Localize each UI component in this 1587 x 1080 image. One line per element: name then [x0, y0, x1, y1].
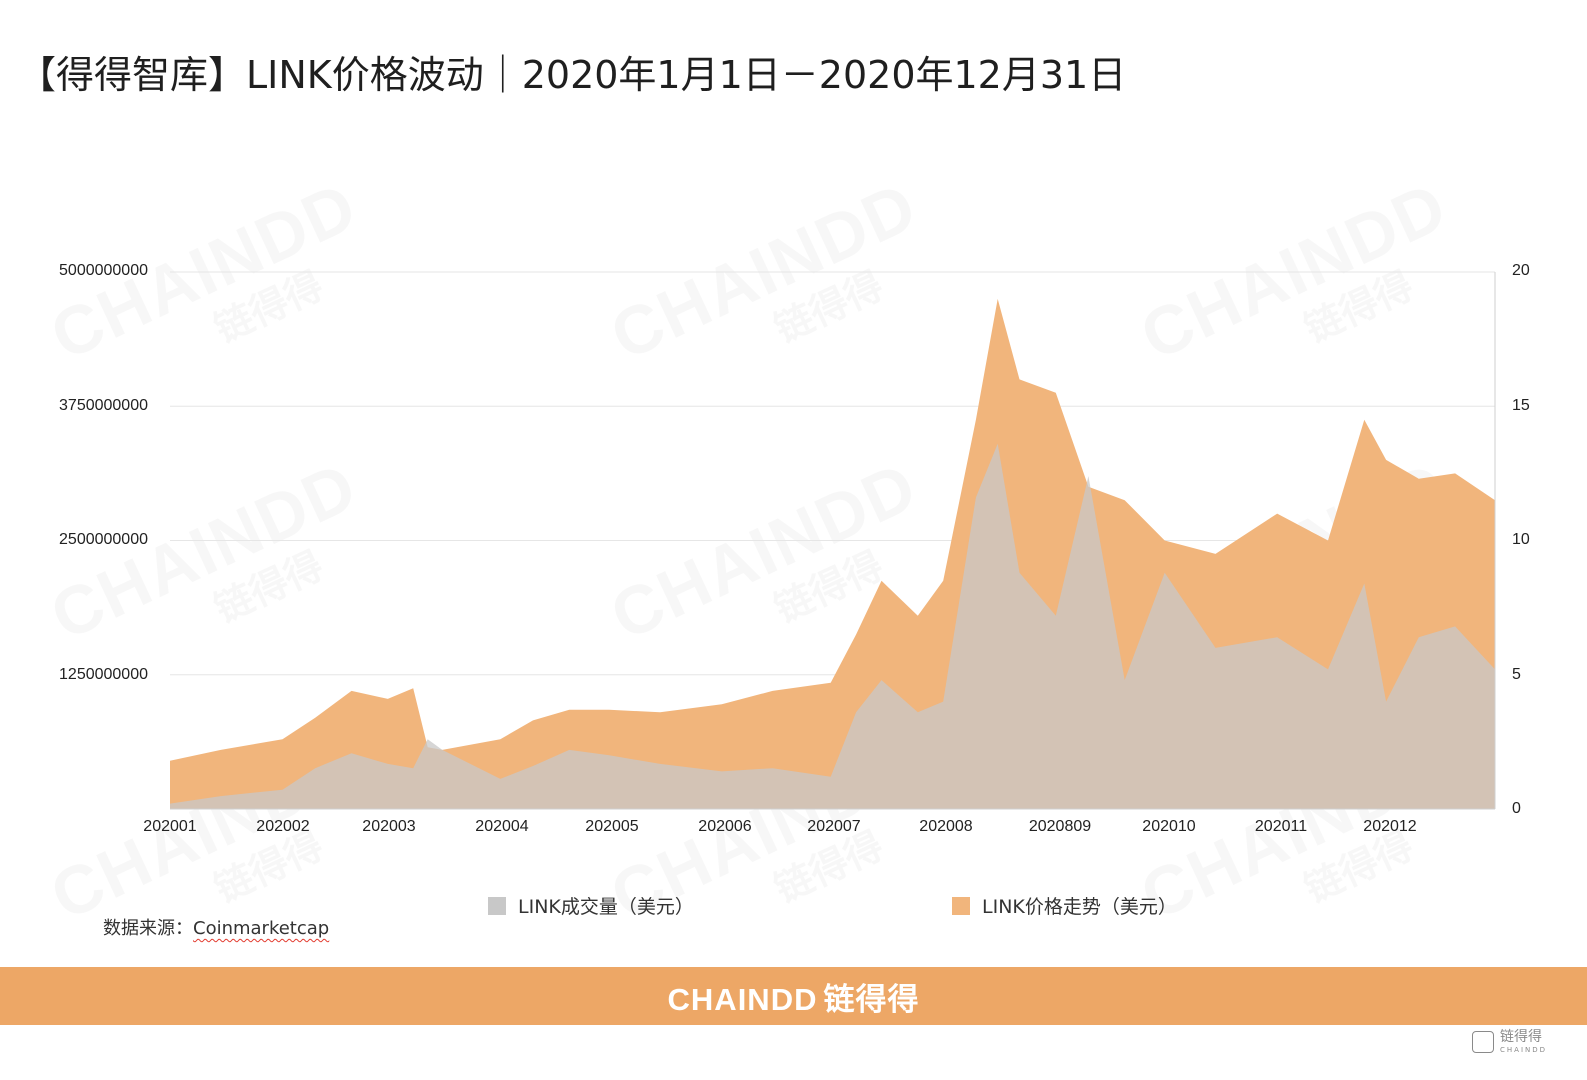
footer-banner: CHAINDD 链得得	[0, 967, 1587, 1025]
legend-label-price: LINK价格走势（美元）	[982, 896, 1177, 918]
corner-logo-icon	[1472, 1031, 1494, 1053]
corner-logo: 链得得 CHAINDD	[1472, 1030, 1547, 1054]
legend-item-volume[interactable]: LINK成交量（美元）	[488, 892, 694, 919]
y-left-tick-label: 5000000000	[59, 262, 148, 279]
legend-swatch-volume	[488, 896, 506, 915]
x-tick-label: 202007	[807, 818, 861, 835]
x-tick-label: 202008	[919, 818, 973, 835]
x-tick-label: 202011	[1254, 818, 1308, 835]
legend-label-volume: LINK成交量（美元）	[518, 896, 694, 918]
source-label: 数据来源：	[103, 918, 193, 939]
data-source: 数据来源：Coinmarketcap	[103, 914, 329, 940]
legend-item-price[interactable]: LINK价格走势（美元）	[952, 892, 1177, 919]
y-right-tick-label: 5	[1512, 666, 1521, 683]
x-tick-label: 202012	[1363, 818, 1417, 835]
x-tick-label: 202006	[698, 818, 752, 835]
corner-logo-sub: CHAINDD	[1500, 1046, 1548, 1054]
x-tick-label: 202001	[143, 818, 197, 835]
source-value: Coinmarketcap	[193, 918, 330, 939]
y-left-tick-label: 3750000000	[59, 397, 148, 414]
legend-swatch-price	[952, 896, 970, 915]
x-tick-label: 2020809	[1028, 818, 1092, 835]
x-tick-label: 202010	[1142, 818, 1196, 835]
x-tick-label: 202004	[475, 818, 529, 835]
x-tick-label: 202002	[256, 818, 310, 835]
x-tick-label: 202005	[585, 818, 639, 835]
x-tick-label: 202003	[362, 818, 416, 835]
footer-logo: CHAINDD 链得得	[668, 974, 920, 1019]
y-left-tick-label: 2500000000	[59, 531, 148, 548]
y-right-tick-label: 15	[1512, 397, 1530, 414]
y-right-tick-label: 0	[1512, 800, 1521, 817]
y-left-tick-label: 1250000000	[59, 666, 148, 683]
footer-brand: CHAINDD	[667, 981, 818, 1017]
page-title: 【得得智库】LINK价格波动｜2020年1月1日－2020年12月31日	[18, 53, 1127, 97]
y-right-tick-label: 10	[1512, 531, 1530, 548]
corner-logo-text: 链得得	[1500, 1029, 1542, 1045]
volume-area	[170, 443, 1495, 809]
footer-brand-cn: 链得得	[823, 981, 920, 1018]
y-right-tick-label: 20	[1512, 262, 1530, 279]
